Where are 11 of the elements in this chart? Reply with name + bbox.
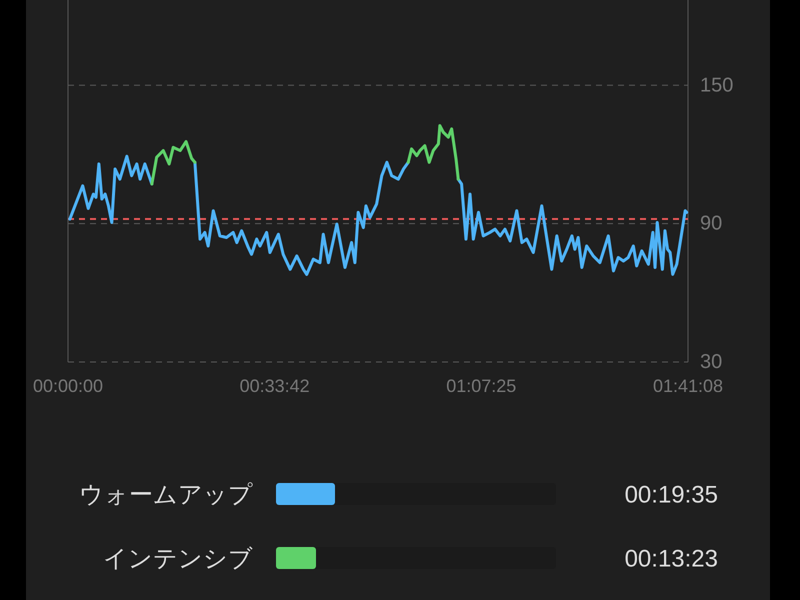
y-tick-label: 150 (700, 74, 734, 96)
legend-label: ウォームアップ (79, 482, 253, 508)
x-tick-label: 00:33:42 (240, 376, 310, 396)
legend-label: インテンシブ (103, 546, 253, 572)
x-tick-label: 01:41:08 (652, 376, 724, 396)
x-tick-label: 01:07:25 (446, 376, 516, 396)
text: 00:19:35 (624, 482, 718, 508)
x-tick-label: 00:00:00 (32, 376, 104, 396)
y-tick-label: 30 (700, 351, 722, 373)
text: 00:13:23 (624, 546, 718, 572)
y-tick-label: 90 (700, 212, 722, 235)
